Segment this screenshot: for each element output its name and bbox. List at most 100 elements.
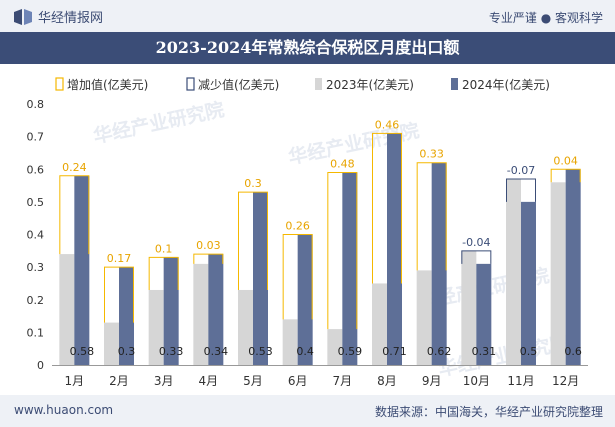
- value-label-2024: 0.31: [472, 345, 497, 358]
- chart-area: 华经产业研究院华经产业研究院华经产业研究院华经产业研究院增加值(亿美元)减少值(…: [27, 77, 588, 388]
- value-label-2024: 0.62: [427, 345, 452, 358]
- legend-label: 减少值(亿美元): [198, 77, 279, 92]
- legend-swatch-2023: [315, 78, 322, 90]
- decrease-box: [461, 250, 492, 264]
- data-source: 数据来源：中国海关，华经产业研究院整理: [374, 405, 603, 419]
- bar-2024: [521, 201, 536, 365]
- y-tick-label: 0.7: [27, 131, 45, 144]
- decrease-box: [506, 178, 536, 202]
- change-label: 0.1: [155, 242, 173, 255]
- change-label: -0.04: [462, 236, 490, 249]
- y-tick-label: 0.5: [27, 196, 45, 209]
- title-band: 2023-2024年常熟综合保税区月度出口额: [0, 32, 615, 64]
- change-label: -0.07: [507, 164, 535, 177]
- change-label: 0.33: [419, 148, 444, 161]
- bar-2024: [119, 267, 134, 365]
- y-tick-label: 0.8: [27, 98, 45, 111]
- x-tick-label: 2月: [109, 374, 129, 388]
- bar-2023: [238, 289, 253, 365]
- value-label-2024: 0.3: [118, 345, 136, 358]
- x-tick-label: 5月: [243, 374, 263, 388]
- bar-2024: [387, 133, 402, 365]
- y-tick-label: 0.3: [27, 261, 45, 274]
- change-label: 0.46: [375, 118, 400, 131]
- bar-2023: [148, 289, 164, 365]
- website-url[interactable]: www.huaon.com: [14, 403, 114, 417]
- bar-2024: [342, 172, 358, 365]
- increase-box: [372, 132, 402, 284]
- value-label-2024: 0.71: [382, 345, 407, 358]
- bar-2023: [550, 182, 566, 365]
- x-tick-label: 6月: [288, 374, 308, 388]
- bar-2024: [565, 169, 581, 365]
- bar-2023: [327, 329, 343, 365]
- change-label: 0.17: [107, 252, 132, 265]
- legend-label: 2024年(亿美元): [462, 77, 550, 92]
- x-tick-label: 1月: [65, 374, 85, 388]
- increase-box: [59, 175, 90, 255]
- brand-logo-icon: [14, 8, 32, 25]
- value-label-2024: 0.33: [159, 345, 184, 358]
- change-label: 0.04: [553, 154, 578, 167]
- legend-swatch-2024: [451, 78, 458, 90]
- bar-2024: [431, 162, 447, 365]
- bar-2024: [208, 254, 224, 365]
- x-tick-label: 9月: [422, 374, 442, 388]
- change-label: 0.26: [285, 220, 310, 233]
- increase-box: [104, 266, 134, 323]
- increase-box: [327, 172, 358, 330]
- x-tick-label: 12月: [552, 374, 579, 388]
- y-tick-label: 0.2: [27, 294, 45, 307]
- value-label-2024: 0.58: [70, 345, 95, 358]
- legend-swatch-decrease: [186, 77, 195, 91]
- footer: www.huaon.com 数据来源：中国海关，华经产业研究院整理: [0, 395, 615, 427]
- y-tick-label: 0.4: [27, 229, 45, 242]
- y-tick-label: 0.6: [27, 163, 45, 176]
- legend-label: 2023年(亿美元): [326, 77, 414, 92]
- bar-2023: [104, 322, 119, 365]
- increase-box: [238, 191, 268, 290]
- change-label: 0.03: [196, 239, 221, 252]
- bar-2023: [416, 270, 432, 365]
- x-tick-label: 10月: [463, 374, 490, 388]
- bar-2023: [461, 250, 477, 365]
- change-label: 0.48: [330, 158, 355, 171]
- increase-box: [550, 168, 581, 183]
- legend-label: 增加值(亿美元): [67, 77, 148, 92]
- watermark: 华经产业研究院: [91, 98, 226, 148]
- x-tick-label: 4月: [199, 374, 219, 388]
- y-tick-label: 0: [37, 359, 44, 372]
- bar-2023: [59, 254, 75, 365]
- top-bar: 华经情报网 专业严谨 ● 客观科学: [0, 0, 615, 32]
- increase-box: [148, 256, 179, 290]
- bar-2024: [476, 263, 492, 365]
- bar-2023: [506, 179, 521, 365]
- bar-2023: [193, 263, 209, 365]
- brand: 华经情报网: [14, 7, 103, 26]
- tagline: 专业严谨 ● 客观科学: [488, 11, 603, 25]
- y-tick-label: 0.1: [27, 326, 45, 339]
- bar-2024: [253, 192, 268, 365]
- increase-box: [193, 253, 224, 264]
- x-tick-label: 3月: [154, 374, 174, 388]
- increase-box: [282, 234, 313, 320]
- value-label-2024: 0.53: [248, 345, 273, 358]
- legend-swatch-increase: [55, 77, 64, 91]
- value-label-2024: 0.5: [520, 345, 538, 358]
- bar-2023: [372, 283, 387, 365]
- x-tick-label: 7月: [333, 374, 353, 388]
- value-label-2024: 0.59: [338, 345, 363, 358]
- bar-2023: [282, 319, 298, 365]
- chart-title: 2023-2024年常熟综合保税区月度出口额: [155, 38, 460, 57]
- value-label-2024: 0.34: [204, 345, 229, 358]
- brand-name: 华经情报网: [38, 11, 104, 26]
- x-tick-label: 11月: [507, 374, 534, 388]
- change-label: 0.3: [244, 177, 262, 190]
- increase-box: [416, 162, 447, 271]
- value-label-2024: 0.6: [564, 345, 582, 358]
- value-label-2024: 0.4: [296, 345, 314, 358]
- bar-2024: [163, 257, 179, 365]
- x-tick-label: 8月: [377, 374, 397, 388]
- change-label: 0.24: [62, 161, 87, 174]
- bar-2024: [74, 175, 90, 365]
